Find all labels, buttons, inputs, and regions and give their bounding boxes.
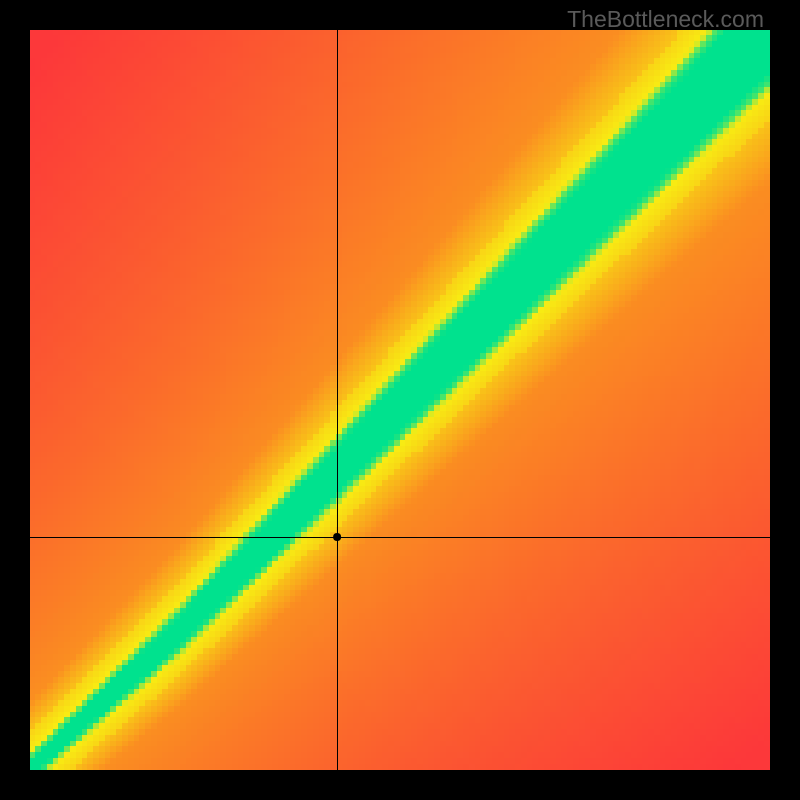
watermark-text: TheBottleneck.com: [567, 6, 764, 33]
chart-container: TheBottleneck.com: [0, 0, 800, 800]
heatmap-canvas: [0, 0, 800, 800]
